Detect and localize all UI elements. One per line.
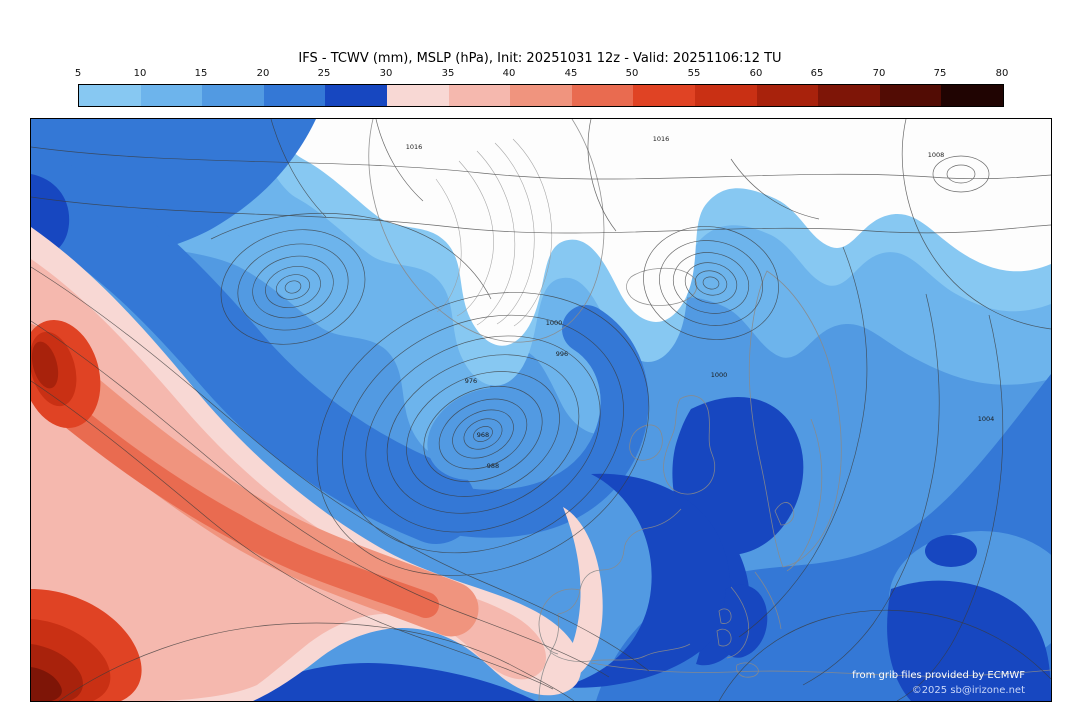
terrain-contours-layer (435, 138, 553, 327)
colorbar-tick-label: 25 (317, 68, 331, 79)
colorbar-tick-label: 75 (933, 68, 947, 79)
colorbar-tick-label: 35 (441, 68, 455, 79)
isobar-label: 1000 (711, 371, 728, 379)
colorbar-segment (202, 85, 264, 106)
attribution-copyright: ©2025 sb@irizone.net (911, 685, 1025, 696)
colorbar-segment (448, 85, 511, 106)
colorbar-tick-label: 10 (133, 68, 147, 79)
colorbar-segment (818, 85, 880, 106)
isobar-label: 996 (556, 350, 568, 358)
colorbar-segment (386, 85, 449, 106)
chart-title: IFS - TCWV (mm), MSLP (hPa), Init: 20251… (298, 51, 782, 66)
colorbar-segment (941, 85, 1003, 106)
colorbar-tick-label: 65 (810, 68, 824, 79)
colorbar-tick-label: 55 (687, 68, 701, 79)
east-low-isobars (643, 226, 779, 340)
isobar-label: 1000 (546, 319, 563, 327)
west-low-isobars (220, 229, 366, 345)
map-area: 1016 1016 1008 1004 1000 1000 996 988 97… (30, 118, 1052, 702)
colorbar-tick-label: 70 (872, 68, 886, 79)
colorbar-tick-label: 30 (379, 68, 393, 79)
moist-plume (31, 227, 603, 701)
colorbar-tick-label: 15 (194, 68, 208, 79)
colorbar-segment (263, 85, 326, 106)
isobar-label: 1016 (653, 135, 670, 143)
tcwv-shading-layer (31, 119, 1051, 701)
colorbar-segment (571, 85, 634, 106)
isobar-layer (31, 119, 1051, 701)
colorbar-segment (879, 85, 942, 106)
colorbar-segment (756, 85, 819, 106)
colorbar-segment (694, 85, 757, 106)
isobar-label: 968 (477, 431, 489, 439)
colorbar-segment (325, 85, 387, 106)
isobar-labels-layer: 1016 1016 1008 1004 1000 1000 996 988 97… (406, 135, 995, 470)
colorbar-segment (79, 85, 141, 106)
isobar-label: 1004 (978, 415, 995, 423)
colorbar-tick-label: 45 (564, 68, 578, 79)
colorbar-tick-label: 20 (256, 68, 270, 79)
colorbar-tick-label: 5 (74, 68, 82, 79)
isobar-label: 976 (465, 377, 477, 385)
main-low-isobars (316, 292, 650, 576)
high-isobars (932, 155, 990, 193)
colorbar-tick-label: 80 (995, 68, 1009, 79)
colorbar-tick-label: 40 (502, 68, 516, 79)
isobar-label: 1008 (928, 151, 945, 159)
colorbar (78, 84, 1004, 107)
colorbar-segment (633, 85, 695, 106)
attribution-ecmwf: from grib files provided by ECMWF (852, 670, 1025, 681)
weather-map-svg: 1016 1016 1008 1004 1000 1000 996 988 97… (31, 119, 1051, 701)
colorbar-tick-label: 60 (749, 68, 763, 79)
colorbar-segment (510, 85, 572, 106)
colorbar-tick-label: 50 (625, 68, 639, 79)
isobar-label: 988 (487, 462, 499, 470)
isobar-label: 1016 (406, 143, 423, 151)
colorbar-segment (140, 85, 203, 106)
